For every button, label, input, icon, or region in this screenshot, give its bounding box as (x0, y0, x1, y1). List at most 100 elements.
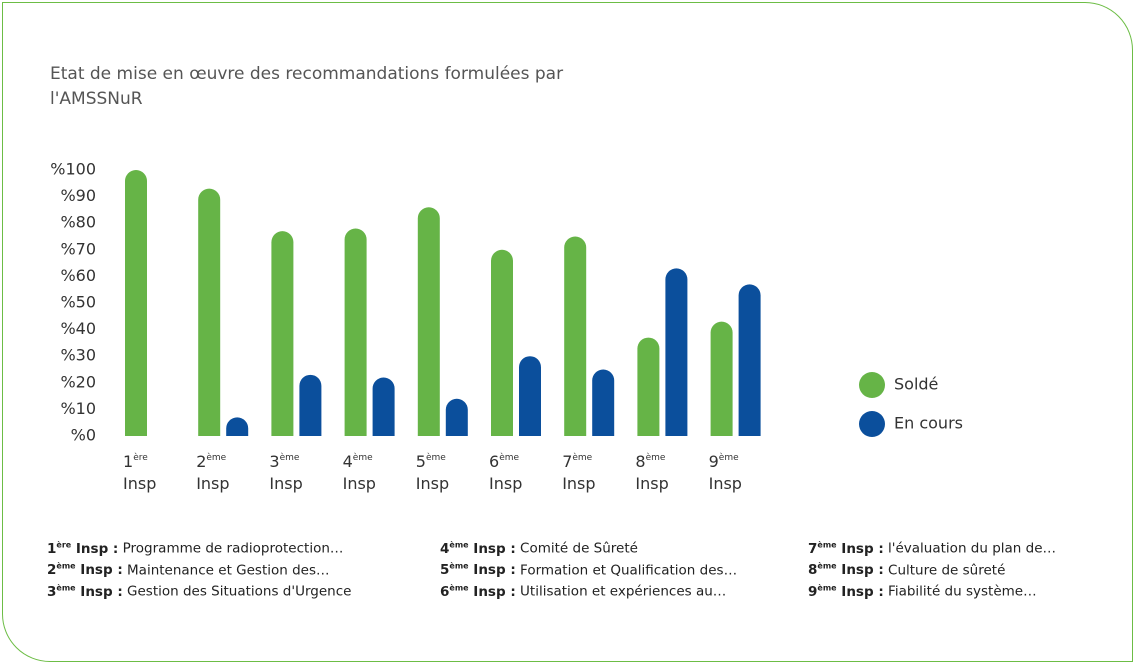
x-tick-space (446, 447, 451, 466)
x-tick-word: Insp (343, 474, 376, 493)
x-tick-num: 3 (269, 452, 279, 471)
x-tick-label: 2ème Insp (196, 447, 231, 493)
x-tick-word: Insp (489, 474, 522, 493)
x-tick-word: Insp (196, 474, 229, 493)
x-tick-space (373, 447, 378, 466)
footnote: 4ème Insp : Comité de Sûreté (440, 540, 638, 557)
footnote-key: 8ème Insp : (808, 561, 884, 579)
footnote-text: Programme de radioprotection… (122, 540, 344, 557)
bar (198, 188, 221, 436)
footnote-key: 7ème Insp : (808, 540, 884, 557)
bar (417, 207, 440, 436)
x-tick-space (148, 447, 153, 466)
bar (592, 369, 615, 436)
x-tick-num: 1 (123, 452, 133, 471)
footnote: 7ème Insp : l'évaluation du plan de… (808, 540, 1056, 557)
bar (564, 236, 587, 436)
legend-marker (859, 411, 885, 437)
x-tick-sup: ème (353, 452, 373, 463)
bar (299, 374, 322, 436)
chart-title: Etat de mise en œuvre des recommandation… (50, 64, 564, 109)
x-tick-word: Insp (123, 474, 156, 493)
y-tick-label: %90 (60, 186, 96, 205)
x-tick-sup: ème (206, 452, 226, 463)
x-tick-num: 6 (489, 452, 499, 471)
x-tick-sup: ème (499, 452, 519, 463)
legend-label: Soldé (894, 375, 938, 394)
footnote-key: 5ème Insp : (440, 561, 516, 579)
footnote-text: Utilisation et expériences au… (520, 583, 727, 600)
x-tick-sup: ère (133, 452, 148, 463)
bar (738, 284, 761, 436)
y-tick-label: %10 (60, 399, 96, 418)
y-tick-label: %50 (60, 293, 96, 312)
bar (125, 170, 147, 436)
y-tick-label: %30 (60, 346, 96, 365)
x-tick-num: 7 (562, 452, 572, 471)
footnote-text: Gestion des Situations d'Urgence (127, 583, 352, 600)
x-tick-word: Insp (416, 474, 449, 493)
y-tick-label: %80 (60, 213, 96, 232)
bar (710, 321, 733, 436)
x-tick-space (519, 447, 524, 466)
x-tick-space (665, 447, 670, 466)
y-tick-label: %40 (60, 319, 96, 338)
footnote-text: Maintenance et Gestion des… (127, 562, 330, 578)
footnote: 5ème Insp : Formation et Qualification d… (440, 562, 737, 579)
legend-marker (859, 372, 885, 398)
bar (372, 377, 395, 436)
x-tick-num: 9 (709, 452, 719, 471)
y-tick-label: %100 (50, 160, 96, 179)
bar (226, 417, 249, 436)
x-tick-label: 5ème Insp (416, 447, 451, 493)
bar (445, 398, 468, 436)
x-tick-label: 4ème Insp (343, 447, 378, 493)
footnote-key: 6ème Insp : (440, 583, 516, 600)
footnote: 9ème Insp : Fiabilité du système… (808, 583, 1037, 600)
x-tick-sup: ème (280, 452, 300, 463)
footnote-text: l'évaluation du plan de… (888, 540, 1057, 557)
x-tick-word: Insp (635, 474, 668, 493)
footnote-text: Comité de Sûreté (520, 540, 638, 557)
footnote-text: Culture de sûreté (888, 562, 1006, 578)
footnote-key: 1ère Insp : (47, 540, 119, 557)
x-tick-label: 1ère Insp (123, 447, 156, 493)
bar (637, 337, 660, 436)
x-tick-num: 4 (343, 452, 353, 471)
footnote: 1ère Insp : Programme de radioprotection… (47, 540, 343, 557)
x-tick-sup: ème (426, 452, 446, 463)
x-tick-label: 6ème Insp (489, 447, 524, 493)
legend-label: En cours (894, 414, 963, 433)
footnote-text: Formation et Qualification des… (520, 562, 738, 578)
x-tick-space (592, 447, 597, 466)
x-tick-word: Insp (562, 474, 595, 493)
x-tick-word: Insp (709, 474, 742, 493)
x-tick-num: 2 (196, 452, 206, 471)
x-tick-space (739, 447, 744, 466)
footnote-text: Fiabilité du système… (888, 583, 1037, 600)
bar (491, 249, 513, 436)
footnote-key: 3ème Insp : (47, 583, 123, 600)
footnote-key: 2ème Insp : (47, 561, 123, 579)
x-tick-num: 8 (635, 452, 645, 471)
bar (271, 231, 294, 436)
footnote-key: 9ème Insp : (808, 583, 884, 600)
x-tick-label: 8ème Insp (635, 447, 670, 493)
x-tick-sup: ème (646, 452, 666, 463)
footnote: 3ème Insp : Gestion des Situations d'Urg… (47, 583, 351, 600)
footnote-key: 4ème Insp : (440, 540, 516, 557)
y-tick-label: %0 (71, 426, 96, 445)
bar (344, 228, 367, 436)
x-tick-sup: ème (572, 452, 592, 463)
x-tick-label: 9ème Insp (709, 447, 744, 493)
y-tick-label: %20 (60, 372, 96, 391)
x-tick-space (226, 447, 231, 466)
x-tick-label: 7ème Insp (562, 447, 597, 493)
x-tick-num: 5 (416, 452, 426, 471)
x-tick-label: 3ème Insp (269, 447, 304, 493)
bar (665, 268, 688, 436)
y-tick-label: %70 (60, 239, 96, 258)
